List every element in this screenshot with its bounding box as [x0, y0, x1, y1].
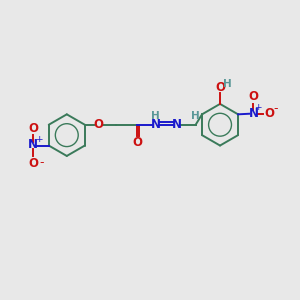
Text: H: H: [191, 111, 200, 121]
Text: H: H: [223, 79, 232, 89]
Text: O: O: [28, 122, 38, 134]
Text: O: O: [132, 136, 142, 149]
Text: N: N: [172, 118, 182, 131]
Text: O: O: [265, 107, 275, 120]
Text: N: N: [151, 118, 161, 131]
Text: O: O: [215, 81, 225, 94]
Text: O: O: [28, 157, 38, 169]
Text: N: N: [28, 138, 38, 152]
Text: H: H: [152, 111, 160, 121]
Text: O: O: [248, 90, 258, 103]
Text: O: O: [94, 118, 104, 131]
Text: N: N: [249, 107, 259, 120]
Text: +: +: [254, 103, 262, 112]
Text: +: +: [34, 134, 42, 143]
Text: -: -: [39, 156, 44, 169]
Text: -: -: [274, 102, 278, 115]
